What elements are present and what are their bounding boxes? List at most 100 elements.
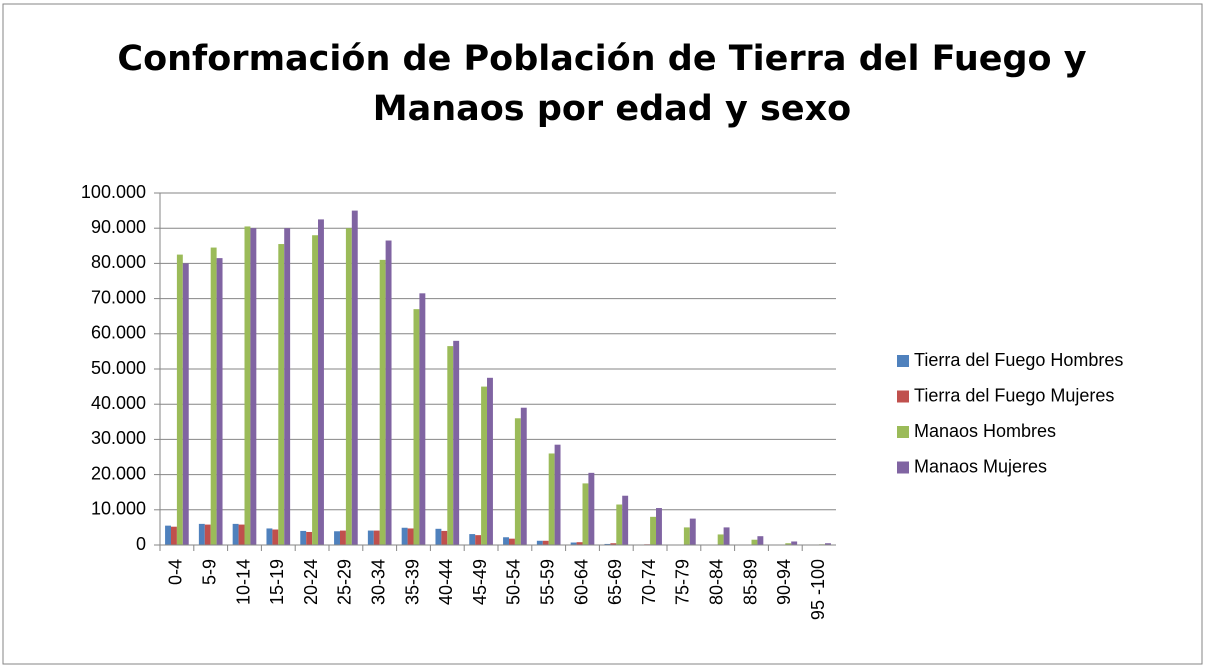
bar bbox=[441, 530, 448, 545]
bar bbox=[520, 407, 527, 545]
legend-label: Tierra del Fuego Mujeres bbox=[914, 385, 1114, 405]
bar bbox=[588, 472, 595, 545]
bar bbox=[210, 247, 217, 545]
bar bbox=[554, 444, 561, 545]
y-tick-label: 60.000 bbox=[91, 323, 146, 343]
bar bbox=[475, 535, 482, 545]
x-tick-label: 55-59 bbox=[537, 559, 557, 605]
bar bbox=[481, 386, 488, 545]
legend-swatch bbox=[897, 390, 909, 403]
bar bbox=[204, 524, 211, 545]
x-tick-label: 75-79 bbox=[673, 559, 693, 605]
bar bbox=[216, 258, 223, 545]
bar bbox=[610, 543, 617, 545]
bar bbox=[503, 537, 509, 545]
x-tick-label: 70-74 bbox=[639, 559, 659, 605]
bar bbox=[514, 418, 521, 545]
chart-title: Conformación de Población de Tierra del … bbox=[117, 39, 1086, 79]
bar bbox=[689, 518, 696, 545]
y-tick-label: 10.000 bbox=[91, 499, 146, 519]
bar bbox=[244, 226, 251, 545]
bar bbox=[198, 523, 205, 545]
bar bbox=[238, 524, 245, 545]
bar bbox=[616, 504, 623, 545]
bar bbox=[284, 228, 291, 545]
y-tick-label: 40.000 bbox=[91, 393, 146, 413]
bar bbox=[318, 219, 324, 545]
bar bbox=[300, 530, 307, 545]
bar bbox=[656, 508, 662, 545]
bar bbox=[487, 377, 493, 545]
bar bbox=[419, 293, 426, 545]
bar bbox=[508, 538, 515, 545]
bar bbox=[447, 346, 454, 545]
legend-label: Manaos Mujeres bbox=[914, 456, 1047, 476]
bar bbox=[165, 525, 171, 545]
legend-label: Tierra del Fuego Hombres bbox=[914, 350, 1123, 370]
bar bbox=[435, 528, 442, 545]
bar bbox=[266, 528, 273, 545]
legend-swatch bbox=[897, 426, 909, 438]
bar bbox=[176, 254, 183, 545]
bar bbox=[339, 530, 346, 545]
bar bbox=[791, 541, 798, 545]
bar bbox=[723, 527, 730, 545]
y-tick-label: 50.000 bbox=[91, 358, 146, 378]
bar bbox=[453, 340, 460, 545]
bar bbox=[312, 235, 319, 546]
x-tick-label: 20-24 bbox=[301, 559, 321, 605]
bar bbox=[373, 530, 380, 545]
bar bbox=[469, 534, 476, 545]
y-tick-label: 80.000 bbox=[91, 252, 146, 272]
y-tick-label: 100.000 bbox=[81, 182, 146, 202]
bar bbox=[367, 530, 374, 545]
x-tick-label: 85-89 bbox=[740, 559, 760, 605]
bar bbox=[182, 263, 189, 545]
bar bbox=[825, 543, 831, 545]
x-tick-label: 25-29 bbox=[335, 559, 355, 605]
bar bbox=[407, 528, 414, 545]
chart-title: Manaos por edad y sexo bbox=[373, 89, 851, 129]
bar bbox=[334, 531, 340, 545]
bar bbox=[785, 543, 792, 545]
x-tick-label: 50-54 bbox=[504, 559, 524, 605]
bar bbox=[379, 259, 386, 545]
x-tick-label: 80-84 bbox=[706, 559, 726, 605]
bar bbox=[717, 534, 724, 545]
y-tick-label: 70.000 bbox=[91, 287, 146, 307]
bar bbox=[413, 309, 420, 545]
y-tick-label: 0 bbox=[136, 534, 146, 554]
x-tick-label: 60-64 bbox=[571, 559, 591, 605]
bar bbox=[751, 539, 758, 545]
bar bbox=[582, 483, 589, 545]
y-tick-label: 30.000 bbox=[91, 428, 146, 448]
bar bbox=[401, 527, 408, 545]
bar bbox=[570, 542, 577, 545]
x-tick-label: 90-94 bbox=[774, 559, 794, 605]
x-tick-label: 5-9 bbox=[199, 559, 219, 585]
x-tick-label: 0-4 bbox=[166, 559, 186, 585]
x-tick-label: 15-19 bbox=[267, 559, 287, 605]
legend-swatch bbox=[897, 461, 909, 474]
x-tick-label: 40-44 bbox=[436, 559, 456, 605]
bar bbox=[576, 542, 583, 545]
x-tick-label: 35-39 bbox=[402, 559, 422, 605]
bar bbox=[683, 527, 690, 545]
bar bbox=[385, 240, 392, 545]
y-tick-label: 90.000 bbox=[91, 217, 146, 237]
bar bbox=[170, 526, 177, 545]
legend-label: Manaos Hombres bbox=[914, 421, 1056, 441]
bar bbox=[604, 543, 611, 545]
bar bbox=[757, 536, 764, 545]
bar bbox=[278, 244, 285, 546]
legend-swatch bbox=[897, 355, 909, 367]
x-tick-label: 10-14 bbox=[233, 559, 253, 605]
x-tick-label: 95 -100 bbox=[808, 559, 828, 620]
bar bbox=[622, 495, 629, 545]
x-tick-label: 45-49 bbox=[470, 559, 490, 605]
bar bbox=[232, 523, 239, 545]
bar bbox=[351, 210, 358, 545]
bar bbox=[548, 453, 555, 545]
bar bbox=[272, 529, 279, 545]
